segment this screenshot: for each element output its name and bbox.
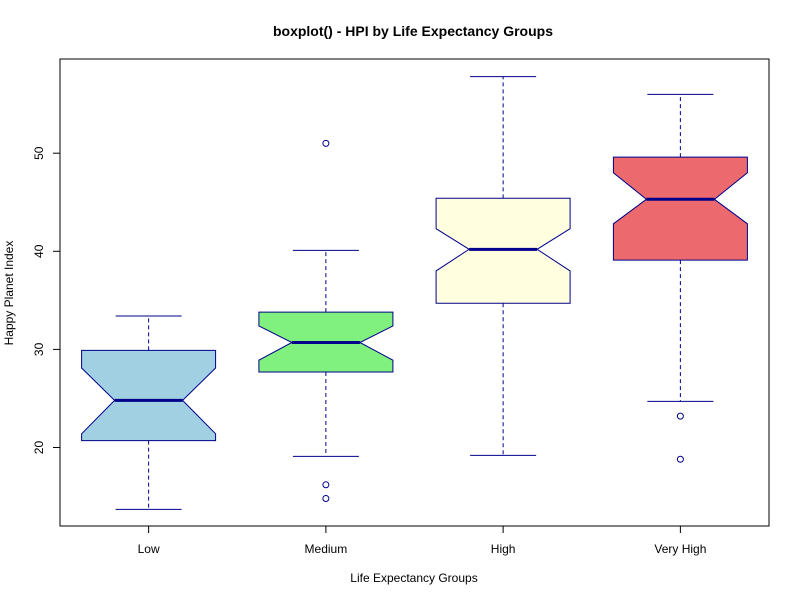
- outlier-point: [322, 495, 330, 503]
- y-tick-label: 30: [32, 342, 46, 356]
- x-tick-label: Low: [138, 542, 160, 556]
- plot-frame: [59, 58, 770, 527]
- outlier-point: [676, 412, 684, 420]
- outlier-point: [322, 139, 330, 147]
- y-tick-label: 50: [32, 146, 46, 160]
- box-group-medium: [258, 139, 394, 503]
- y-axis: 20 30 40 50: [32, 146, 60, 454]
- outlier-point: [322, 481, 330, 489]
- x-axis: Low Medium High Very High: [138, 526, 706, 556]
- x-tick-label: Very High: [654, 542, 706, 556]
- y-tick-label: 20: [32, 441, 46, 455]
- x-tick-label: High: [491, 542, 516, 556]
- box-group-low: [81, 315, 217, 510]
- chart-title: boxplot() - HPI by Life Expectancy Group…: [273, 23, 553, 39]
- plot-marks: [81, 76, 748, 510]
- x-tick-label: Medium: [305, 542, 348, 556]
- box-group-very-high: [612, 93, 748, 463]
- outlier-point: [676, 455, 684, 463]
- notched-box: [81, 349, 217, 442]
- box-group-high: [435, 76, 571, 456]
- notched-box: [612, 156, 748, 261]
- y-tick-label: 40: [32, 244, 46, 258]
- y-axis-label: Happy Planet Index: [2, 241, 16, 346]
- x-axis-label: Life Expectancy Groups: [350, 571, 477, 585]
